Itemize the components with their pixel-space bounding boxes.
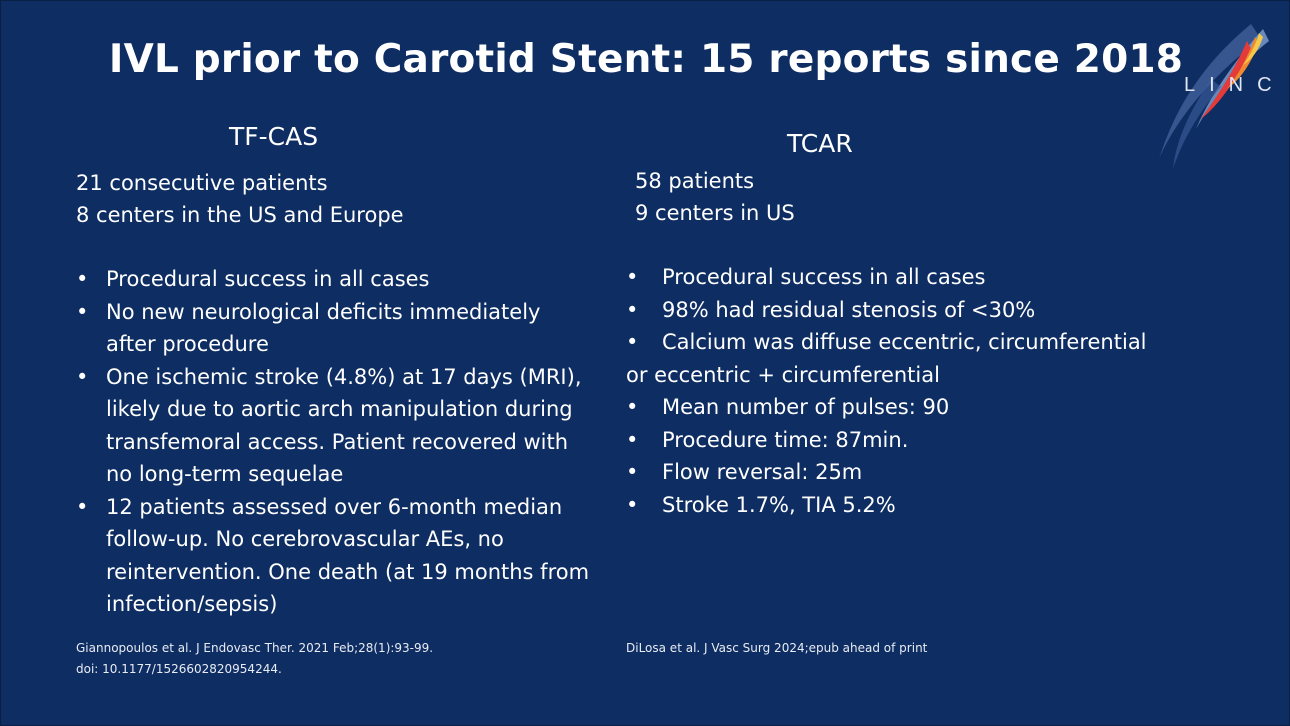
- bullet-icon: •: [76, 494, 89, 519]
- list-item: • Mean number of pulses: 90: [626, 391, 1206, 424]
- bullet-text: No new neurological deficits immediately…: [106, 299, 541, 357]
- list-item: • Procedure time: 87min.: [626, 424, 1206, 457]
- bullet-icon: •: [626, 297, 639, 322]
- bullet-text: Procedural success in all cases: [662, 265, 986, 289]
- list-item: • Procedural success in all cases: [626, 261, 1206, 294]
- tf-cas-intro: 21 consecutive patients 8 centers in the…: [76, 167, 404, 231]
- tcar-heading: TCAR: [787, 129, 853, 158]
- tf-cas-heading: TF-CAS: [229, 122, 319, 151]
- bullet-text: One ischemic stroke (4.8%) at 17 days (M…: [106, 364, 582, 487]
- slide-title: IVL prior to Carotid Stent: 15 reports s…: [108, 37, 1184, 82]
- bullet-icon: •: [626, 460, 639, 484]
- bullet-icon: •: [76, 364, 89, 389]
- list-item: • 98% had residual stenosis of <30%: [626, 294, 1206, 327]
- logo-text: LINC: [1184, 74, 1286, 96]
- list-item: • Flow reversal: 25m: [626, 456, 1206, 489]
- reference-line: Giannopoulos et al. J Endovasc Ther. 202…: [76, 641, 434, 655]
- reference-line: DiLosa et al. J Vasc Surg 2024;epub ahea…: [626, 641, 928, 655]
- list-item: • 12 patients assessed over 6-month media…: [76, 491, 596, 621]
- list-item: • Stroke 1.7%, TIA 5.2%: [626, 489, 1206, 522]
- list-item: • Procedural success in all cases: [76, 263, 596, 296]
- tcar-reference: DiLosa et al. J Vasc Surg 2024;epub ahea…: [626, 638, 927, 659]
- list-item-continuation: or eccentric + circumferential: [626, 362, 940, 387]
- bullet-text: Mean number of pulses: 90: [662, 395, 950, 419]
- list-item: • One ischemic stroke (4.8%) at 17 days (…: [76, 361, 596, 491]
- bullet-icon: •: [76, 267, 89, 291]
- list-item: • No new neurological deficits immediatel…: [76, 296, 596, 361]
- bullet-text: 98% had residual stenosis of <30%: [662, 297, 1036, 322]
- bullet-text: 12 patients assessed over 6-month median…: [106, 494, 590, 617]
- reference-line: doi: 10.1177/1526602820954244.: [76, 662, 282, 676]
- bullet-text: Stroke 1.7%, TIA 5.2%: [662, 492, 896, 517]
- intro-line: 21 consecutive patients: [76, 171, 328, 195]
- bullet-text: Flow reversal: 25m: [662, 460, 863, 484]
- bullet-text: Procedural success in all cases: [106, 267, 430, 291]
- bullet-text: Procedure time: 87min.: [662, 427, 909, 452]
- linc-logo-icon: [1159, 24, 1269, 169]
- tcar-bullet-list: • Procedural success in all cases • 98% ha…: [626, 261, 1206, 521]
- intro-line: 9 centers in US: [635, 201, 795, 225]
- bullet-icon: •: [626, 395, 639, 419]
- tf-cas-reference: Giannopoulos et al. J Endovasc Ther. 202…: [76, 638, 433, 680]
- bullet-icon: •: [626, 492, 639, 517]
- list-item: • Calcium was diffuse eccentric, circumfe…: [626, 326, 1206, 359]
- bullet-icon: •: [76, 299, 89, 324]
- bullet-text: Calcium was diffuse eccentric, circumfer…: [662, 330, 1147, 354]
- intro-line: 58 patients: [635, 169, 755, 193]
- tcar-intro: 58 patients 9 centers in US: [635, 165, 795, 229]
- intro-line: 8 centers in the US and Europe: [76, 203, 404, 227]
- bullet-icon: •: [626, 427, 639, 452]
- bullet-icon: •: [626, 265, 639, 289]
- bullet-icon: •: [626, 330, 639, 354]
- tf-cas-bullet-list: • Procedural success in all cases • No new…: [76, 263, 596, 621]
